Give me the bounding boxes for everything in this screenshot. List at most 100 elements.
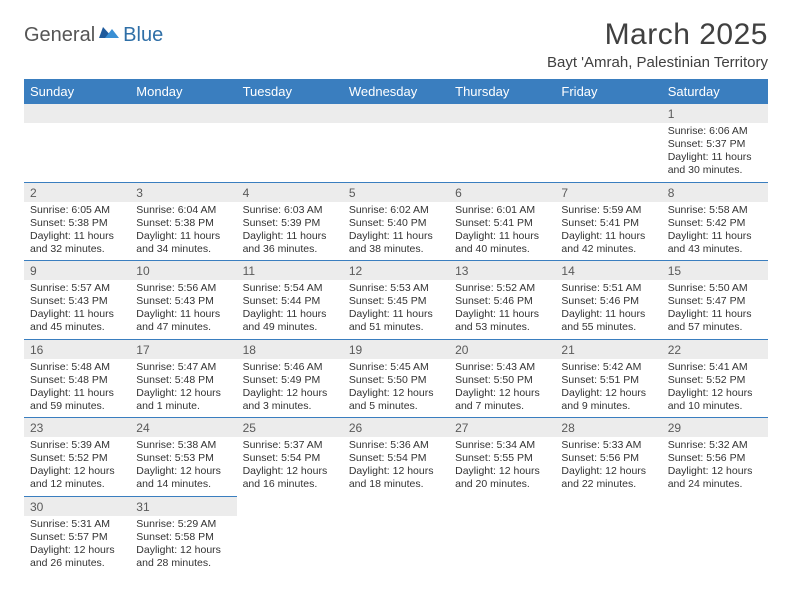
sunset-line: Sunset: 5:43 PM: [30, 295, 124, 308]
day-number: 15: [662, 261, 768, 280]
sunrise-line: Sunrise: 6:01 AM: [455, 204, 549, 217]
day-details: Sunrise: 5:38 AMSunset: 5:53 PMDaylight:…: [130, 437, 236, 496]
empty-day-header: [237, 104, 343, 123]
sunrise-line: Sunrise: 5:43 AM: [455, 361, 549, 374]
calendar-cell: 4Sunrise: 6:03 AMSunset: 5:39 PMDaylight…: [237, 182, 343, 261]
daylight-line: Daylight: 12 hours and 28 minutes.: [136, 544, 230, 570]
calendar-cell: 18Sunrise: 5:46 AMSunset: 5:49 PMDayligh…: [237, 339, 343, 418]
sunset-line: Sunset: 5:56 PM: [561, 452, 655, 465]
calendar-cell: 26Sunrise: 5:36 AMSunset: 5:54 PMDayligh…: [343, 418, 449, 497]
day-details: Sunrise: 6:05 AMSunset: 5:38 PMDaylight:…: [24, 202, 130, 261]
calendar-cell: 24Sunrise: 5:38 AMSunset: 5:53 PMDayligh…: [130, 418, 236, 497]
sunset-line: Sunset: 5:57 PM: [30, 531, 124, 544]
sunrise-line: Sunrise: 5:53 AM: [349, 282, 443, 295]
sunset-line: Sunset: 5:45 PM: [349, 295, 443, 308]
sunrise-line: Sunrise: 5:31 AM: [30, 518, 124, 531]
sunset-line: Sunset: 5:39 PM: [243, 217, 337, 230]
weekday-header: Wednesday: [343, 79, 449, 104]
day-number: 12: [343, 261, 449, 280]
daylight-line: Daylight: 12 hours and 20 minutes.: [455, 465, 549, 491]
day-details: Sunrise: 5:48 AMSunset: 5:48 PMDaylight:…: [24, 359, 130, 418]
daylight-line: Daylight: 12 hours and 16 minutes.: [243, 465, 337, 491]
calendar-cell: 22Sunrise: 5:41 AMSunset: 5:52 PMDayligh…: [662, 339, 768, 418]
day-number: 21: [555, 340, 661, 359]
day-details: Sunrise: 5:54 AMSunset: 5:44 PMDaylight:…: [237, 280, 343, 339]
sunset-line: Sunset: 5:48 PM: [30, 374, 124, 387]
calendar-week-row: 9Sunrise: 5:57 AMSunset: 5:43 PMDaylight…: [24, 261, 768, 340]
calendar-cell: 1Sunrise: 6:06 AMSunset: 5:37 PMDaylight…: [662, 104, 768, 182]
sunrise-line: Sunrise: 5:48 AM: [30, 361, 124, 374]
day-details: Sunrise: 5:56 AMSunset: 5:43 PMDaylight:…: [130, 280, 236, 339]
day-number: 29: [662, 418, 768, 437]
calendar-cell: 6Sunrise: 6:01 AMSunset: 5:41 PMDaylight…: [449, 182, 555, 261]
sunset-line: Sunset: 5:58 PM: [136, 531, 230, 544]
daylight-line: Daylight: 12 hours and 9 minutes.: [561, 387, 655, 413]
day-details: Sunrise: 5:50 AMSunset: 5:47 PMDaylight:…: [662, 280, 768, 339]
sunset-line: Sunset: 5:40 PM: [349, 217, 443, 230]
calendar-cell: 10Sunrise: 5:56 AMSunset: 5:43 PMDayligh…: [130, 261, 236, 340]
day-details: Sunrise: 5:57 AMSunset: 5:43 PMDaylight:…: [24, 280, 130, 339]
day-number: 19: [343, 340, 449, 359]
calendar-week-row: 1Sunrise: 6:06 AMSunset: 5:37 PMDaylight…: [24, 104, 768, 182]
day-details: Sunrise: 5:52 AMSunset: 5:46 PMDaylight:…: [449, 280, 555, 339]
calendar-cell: 16Sunrise: 5:48 AMSunset: 5:48 PMDayligh…: [24, 339, 130, 418]
logo: General Blue: [24, 18, 163, 47]
day-details: Sunrise: 5:53 AMSunset: 5:45 PMDaylight:…: [343, 280, 449, 339]
daylight-line: Daylight: 12 hours and 12 minutes.: [30, 465, 124, 491]
calendar-cell: 15Sunrise: 5:50 AMSunset: 5:47 PMDayligh…: [662, 261, 768, 340]
calendar-cell: 23Sunrise: 5:39 AMSunset: 5:52 PMDayligh…: [24, 418, 130, 497]
day-number: 28: [555, 418, 661, 437]
sunrise-line: Sunrise: 5:52 AM: [455, 282, 549, 295]
day-number: 27: [449, 418, 555, 437]
daylight-line: Daylight: 12 hours and 3 minutes.: [243, 387, 337, 413]
sunrise-line: Sunrise: 6:02 AM: [349, 204, 443, 217]
day-number: 10: [130, 261, 236, 280]
daylight-line: Daylight: 11 hours and 43 minutes.: [668, 230, 762, 256]
day-details: Sunrise: 5:33 AMSunset: 5:56 PMDaylight:…: [555, 437, 661, 496]
calendar-cell: 9Sunrise: 5:57 AMSunset: 5:43 PMDaylight…: [24, 261, 130, 340]
sunrise-line: Sunrise: 5:57 AM: [30, 282, 124, 295]
sunset-line: Sunset: 5:49 PM: [243, 374, 337, 387]
daylight-line: Daylight: 11 hours and 57 minutes.: [668, 308, 762, 334]
daylight-line: Daylight: 12 hours and 7 minutes.: [455, 387, 549, 413]
empty-day-header: [343, 104, 449, 123]
sunrise-line: Sunrise: 5:56 AM: [136, 282, 230, 295]
day-number: 17: [130, 340, 236, 359]
calendar-cell: [343, 496, 449, 574]
sunset-line: Sunset: 5:56 PM: [668, 452, 762, 465]
calendar-cell: [343, 104, 449, 182]
daylight-line: Daylight: 12 hours and 26 minutes.: [30, 544, 124, 570]
day-number: 2: [24, 183, 130, 202]
calendar-cell: [449, 496, 555, 574]
day-details: Sunrise: 6:02 AMSunset: 5:40 PMDaylight:…: [343, 202, 449, 261]
daylight-line: Daylight: 12 hours and 24 minutes.: [668, 465, 762, 491]
daylight-line: Daylight: 11 hours and 42 minutes.: [561, 230, 655, 256]
day-number: 16: [24, 340, 130, 359]
weekday-header: Monday: [130, 79, 236, 104]
calendar-cell: [555, 104, 661, 182]
day-number: 7: [555, 183, 661, 202]
day-details: Sunrise: 5:58 AMSunset: 5:42 PMDaylight:…: [662, 202, 768, 261]
sunset-line: Sunset: 5:46 PM: [561, 295, 655, 308]
calendar-week-row: 2Sunrise: 6:05 AMSunset: 5:38 PMDaylight…: [24, 182, 768, 261]
calendar-week-row: 30Sunrise: 5:31 AMSunset: 5:57 PMDayligh…: [24, 496, 768, 574]
calendar-cell: 13Sunrise: 5:52 AMSunset: 5:46 PMDayligh…: [449, 261, 555, 340]
sunset-line: Sunset: 5:38 PM: [30, 217, 124, 230]
empty-day-header: [24, 104, 130, 123]
title-block: March 2025 Bayt 'Amrah, Palestinian Terr…: [547, 18, 768, 71]
calendar-cell: 5Sunrise: 6:02 AMSunset: 5:40 PMDaylight…: [343, 182, 449, 261]
calendar-week-row: 16Sunrise: 5:48 AMSunset: 5:48 PMDayligh…: [24, 339, 768, 418]
sunset-line: Sunset: 5:44 PM: [243, 295, 337, 308]
sunset-line: Sunset: 5:43 PM: [136, 295, 230, 308]
logo-text-general: General: [24, 24, 95, 47]
day-number: 26: [343, 418, 449, 437]
header: General Blue March 2025 Bayt 'Amrah, Pal…: [24, 18, 768, 71]
logo-text-blue: Blue: [123, 24, 163, 47]
day-details: Sunrise: 5:41 AMSunset: 5:52 PMDaylight:…: [662, 359, 768, 418]
sunset-line: Sunset: 5:46 PM: [455, 295, 549, 308]
calendar-cell: [237, 104, 343, 182]
sunset-line: Sunset: 5:50 PM: [349, 374, 443, 387]
day-details: Sunrise: 5:45 AMSunset: 5:50 PMDaylight:…: [343, 359, 449, 418]
calendar-cell: 25Sunrise: 5:37 AMSunset: 5:54 PMDayligh…: [237, 418, 343, 497]
sunset-line: Sunset: 5:50 PM: [455, 374, 549, 387]
